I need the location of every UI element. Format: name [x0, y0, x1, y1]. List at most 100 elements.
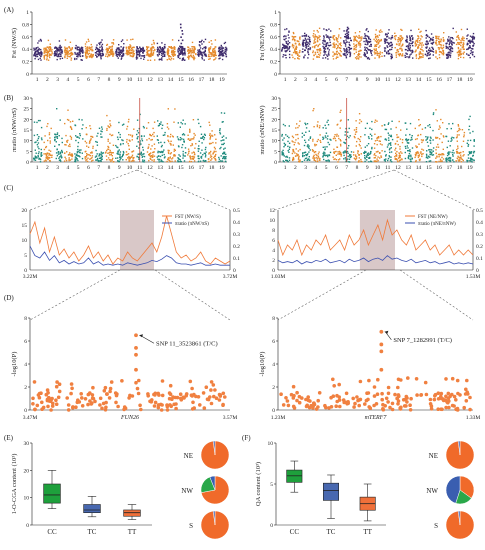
- legend-label: πratio (πNW/πS): [175, 222, 209, 227]
- data-point: [285, 45, 287, 47]
- data-point: [368, 37, 370, 40]
- data-point: [151, 49, 153, 51]
- snp-point: [50, 404, 55, 408]
- data-point: [390, 151, 393, 153]
- snp-point: [323, 403, 327, 408]
- data-point: [394, 32, 396, 34]
- data-point: [119, 133, 121, 136]
- data-point: [370, 51, 372, 53]
- chromosome-label: 16: [188, 77, 194, 83]
- data-point: [167, 108, 169, 110]
- data-point: [49, 137, 51, 139]
- data-point: [470, 40, 472, 43]
- data-point: [167, 151, 170, 153]
- data-point: [424, 127, 427, 129]
- data-point: [394, 155, 396, 158]
- data-point: [292, 158, 294, 160]
- data-point: [304, 42, 307, 45]
- data-point: [151, 47, 153, 49]
- data-point: [192, 155, 194, 158]
- data-point: [416, 152, 418, 154]
- data-point: [432, 51, 435, 53]
- data-point: [68, 158, 70, 161]
- data-point: [179, 159, 181, 161]
- data-point: [85, 127, 87, 129]
- data-point: [356, 39, 358, 42]
- data-point: [218, 46, 220, 49]
- data-point: [435, 157, 437, 159]
- data-point: [312, 109, 314, 112]
- data-point: [117, 151, 119, 153]
- snp-point: [175, 395, 180, 400]
- data-point: [380, 29, 382, 31]
- data-point: [344, 54, 346, 56]
- data-point: [65, 51, 67, 54]
- snp-point: [98, 403, 102, 407]
- y-axis-label: πratio (πNE/πNW): [259, 105, 266, 154]
- snp-point: [46, 404, 50, 409]
- data-point: [384, 138, 387, 140]
- data-point: [180, 121, 182, 124]
- data-point: [110, 48, 112, 51]
- data-point: [431, 43, 434, 45]
- data-point: [75, 158, 77, 160]
- data-point: [86, 56, 89, 58]
- data-point: [123, 123, 125, 125]
- data-point: [366, 51, 368, 53]
- data-point: [466, 48, 468, 51]
- data-point: [101, 50, 104, 53]
- snp-point: [295, 398, 299, 403]
- data-point: [469, 115, 471, 118]
- data-point: [137, 141, 139, 143]
- data-point: [304, 157, 307, 160]
- data-point: [389, 151, 391, 154]
- data-point: [460, 50, 462, 52]
- data-point: [181, 123, 184, 125]
- data-point: [49, 46, 51, 48]
- data-point: [338, 53, 341, 55]
- data-point: [86, 153, 88, 155]
- data-point: [377, 43, 379, 45]
- chromosome-label: 8: [356, 77, 359, 83]
- data-point: [470, 151, 473, 153]
- data-point: [219, 52, 221, 54]
- data-point: [438, 125, 441, 127]
- data-point: [171, 53, 174, 55]
- snp-point: [86, 402, 90, 407]
- data-point: [343, 40, 345, 42]
- data-point: [118, 131, 120, 134]
- data-point: [451, 43, 453, 46]
- snp-point: [79, 392, 83, 396]
- data-point: [303, 155, 306, 157]
- panel-label-E: (E): [4, 434, 14, 442]
- data-point: [160, 52, 163, 54]
- data-point: [447, 39, 449, 41]
- data-point: [137, 132, 140, 134]
- data-point: [142, 49, 145, 51]
- data-point: [421, 42, 423, 44]
- data-point: [98, 53, 100, 56]
- data-point: [457, 47, 460, 50]
- data-point: [64, 156, 66, 158]
- chromosome-label: 1: [284, 77, 287, 83]
- data-point: [460, 42, 462, 44]
- chromosome-label: 13: [158, 77, 164, 83]
- data-point: [374, 44, 377, 47]
- data-point: [332, 156, 334, 158]
- data-point: [358, 157, 360, 159]
- data-point: [388, 134, 390, 136]
- data-point: [141, 138, 143, 140]
- data-point: [77, 155, 79, 157]
- peak-point: [180, 42, 183, 45]
- data-point: [40, 50, 42, 53]
- data-point: [218, 50, 221, 52]
- data-point: [307, 146, 309, 148]
- chromosome-label: 7: [97, 165, 100, 171]
- data-point: [354, 39, 357, 41]
- data-point: [87, 146, 90, 148]
- data-point: [394, 143, 397, 145]
- snp-point: [455, 406, 460, 411]
- data-point: [89, 127, 92, 130]
- data-point: [428, 57, 430, 60]
- data-point: [140, 57, 142, 60]
